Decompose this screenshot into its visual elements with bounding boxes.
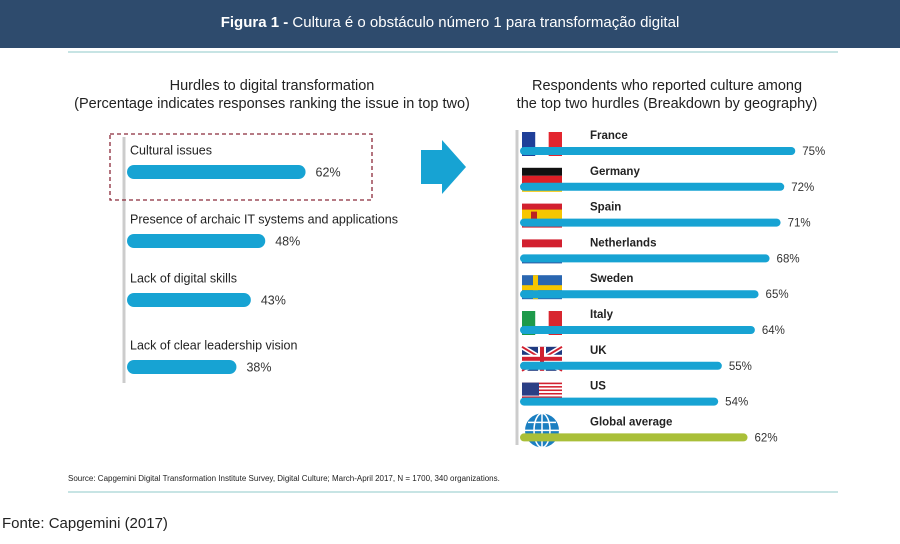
- footer: Fonte: Capgemini (2017): [2, 515, 168, 532]
- flag-part: [522, 387, 562, 390]
- bar: [127, 360, 237, 374]
- flag-part: [522, 386, 562, 388]
- header-label: Figura 1 -: [221, 14, 289, 31]
- flag-part: [522, 382, 562, 385]
- bar: [520, 326, 755, 334]
- bar: [520, 361, 722, 370]
- value-label: 65%: [766, 289, 789, 301]
- bar: [520, 397, 719, 406]
- category-label: Lack of clear leadership vision: [130, 338, 297, 352]
- bar: [520, 254, 770, 263]
- value-label: 62%: [316, 165, 341, 179]
- category-label: Lack of digital skills: [130, 271, 237, 285]
- globe-line: [533, 412, 551, 449]
- flag-part: [531, 211, 537, 220]
- bar: [520, 290, 759, 299]
- value-label: 72%: [791, 182, 814, 194]
- flag-part: [522, 285, 562, 291]
- flag-part: [522, 394, 562, 397]
- header-text: Cultura é o obstáculo número 1 para tran…: [292, 14, 679, 31]
- value-label: 55%: [729, 361, 752, 373]
- value-label: 64%: [762, 325, 785, 337]
- header-band: [0, 0, 900, 48]
- bar: [127, 234, 266, 248]
- value-label: 68%: [777, 253, 800, 265]
- category-label: Global average: [590, 416, 672, 428]
- chart-title: Hurdles to digital transformation: [170, 78, 375, 94]
- flag-part: [522, 384, 562, 387]
- chart-subtitle: (Percentage indicates responses ranking …: [74, 96, 470, 112]
- category-label: Sweden: [590, 273, 633, 285]
- bar: [127, 293, 251, 307]
- highlight-box: [109, 133, 373, 201]
- flag-part: [522, 175, 562, 184]
- flag-part: [522, 247, 562, 256]
- bar: [520, 147, 796, 155]
- category-label: UK: [590, 345, 607, 357]
- flag-part: [522, 389, 562, 392]
- category-label: Cultural issues: [130, 143, 212, 157]
- chart-subtitle: the top two hurdles (Breakdown by geogra…: [517, 96, 818, 112]
- flag-part: [522, 239, 562, 248]
- category-label: France: [590, 130, 628, 142]
- chart-title: Respondents who reported culture among: [532, 78, 802, 94]
- flag-part: [522, 392, 562, 395]
- value-label: 54%: [725, 397, 748, 409]
- flag-part: [522, 382, 539, 396]
- value-label: 43%: [261, 293, 286, 307]
- category-label: Germany: [590, 166, 640, 178]
- header-title: Figura 1 - Cultura é o obstáculo número …: [221, 14, 680, 31]
- value-label: 71%: [788, 218, 811, 230]
- bar: [520, 433, 748, 442]
- value-label: 38%: [246, 360, 271, 374]
- category-label: Netherlands: [590, 237, 656, 249]
- bar: [520, 218, 781, 227]
- value-label: 62%: [755, 432, 778, 444]
- flag-part: [522, 356, 562, 361]
- source-note: Source: Capgemini Digital Transformation…: [68, 474, 500, 483]
- bar: [520, 182, 785, 191]
- flag: [525, 412, 559, 449]
- value-label: 48%: [275, 234, 300, 248]
- category-label: Spain: [590, 202, 621, 214]
- bar: [127, 165, 306, 179]
- flag-part: [522, 167, 562, 176]
- category-label: Presence of archaic IT systems and appli…: [130, 212, 398, 226]
- flag-part: [522, 396, 562, 399]
- category-label: Italy: [590, 309, 614, 321]
- flag-part: [522, 404, 562, 407]
- flag-part: [522, 391, 562, 393]
- category-label: US: [590, 381, 606, 393]
- arrow: [421, 140, 466, 194]
- value-label: 75%: [802, 146, 825, 158]
